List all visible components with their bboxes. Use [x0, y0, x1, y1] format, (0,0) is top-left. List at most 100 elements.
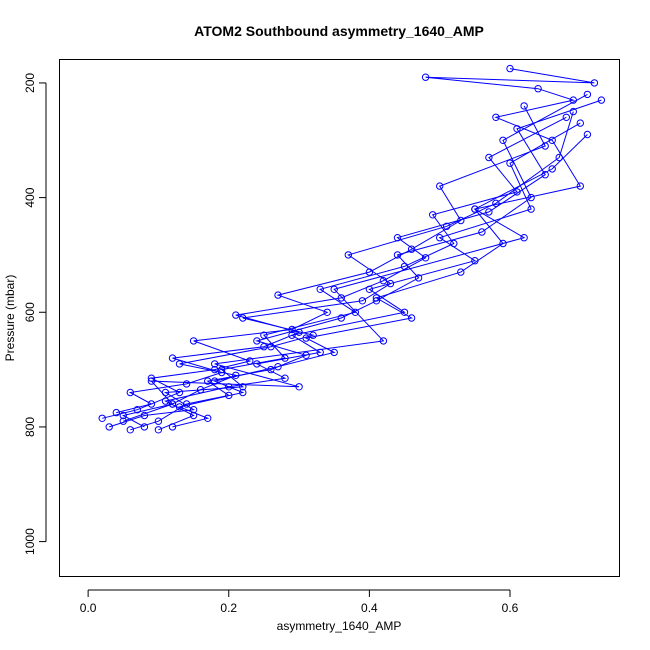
data-point: [175, 388, 184, 397]
data-point: [232, 311, 240, 319]
data-point: [421, 73, 430, 81]
series-line: [123, 68, 595, 422]
data-point: [154, 417, 163, 425]
x-tick-label: 0.2: [220, 601, 237, 615]
data-point: [372, 294, 381, 302]
data-point: [457, 268, 465, 276]
x-tick-label: 0.4: [361, 601, 378, 615]
data-point: [253, 360, 261, 368]
data-point: [344, 251, 352, 259]
x-tick-label: 0.0: [80, 601, 97, 615]
data-point: [105, 423, 113, 431]
data-point: [506, 64, 514, 73]
data-point: [175, 360, 184, 368]
data-point: [478, 228, 486, 236]
data-point: [182, 380, 191, 388]
data-point: [492, 113, 500, 122]
data-point: [576, 119, 584, 127]
data-point: [499, 239, 507, 248]
data-point: [358, 297, 367, 305]
data-point: [182, 400, 191, 408]
series-7: [168, 130, 592, 431]
y-tick-label: 400: [23, 187, 37, 207]
data-point: [295, 328, 303, 336]
series-line: [102, 105, 546, 419]
data-point: [513, 125, 521, 133]
data-point: [211, 360, 219, 368]
data-point: [98, 414, 106, 422]
data-point: [337, 314, 345, 322]
series-6: [112, 96, 606, 417]
data-point: [534, 85, 542, 93]
data-point: [309, 331, 317, 339]
data-point: [527, 193, 535, 202]
data-point: [161, 388, 170, 397]
data-point: [562, 113, 570, 122]
data-point: [485, 153, 493, 162]
plot-layer: [98, 64, 606, 434]
data-point: [443, 222, 451, 231]
data-point: [436, 182, 444, 190]
data-point: [147, 374, 156, 382]
data-point: [260, 331, 268, 339]
data-point: [527, 205, 535, 213]
data-point: [548, 136, 556, 145]
data-point: [583, 130, 592, 139]
data-point: [555, 153, 563, 162]
data-point: [471, 205, 479, 213]
data-point: [499, 136, 507, 145]
data-point: [421, 254, 430, 262]
series-3: [98, 102, 549, 422]
data-point: [154, 426, 163, 434]
series-line: [109, 116, 567, 428]
data-point: [147, 400, 156, 408]
data-point: [253, 337, 261, 345]
data-point: [274, 291, 282, 299]
data-point: [485, 208, 493, 216]
data-point: [429, 211, 437, 219]
data-point: [576, 182, 584, 190]
data-point: [407, 245, 416, 253]
data-point: [260, 343, 268, 351]
data-point: [239, 383, 247, 391]
y-tick-label: 200: [23, 73, 37, 93]
data-point: [393, 234, 402, 242]
series-line: [121, 111, 574, 428]
series-line: [172, 134, 588, 428]
data-point: [133, 406, 142, 414]
data-point: [302, 334, 310, 342]
data-point: [168, 354, 177, 362]
y-axis-label: Pressure (mbar): [3, 275, 17, 362]
data-point: [513, 188, 521, 196]
data-point: [379, 277, 388, 285]
data-point: [281, 374, 289, 382]
data-point: [407, 314, 416, 322]
plot-area: [59, 59, 620, 577]
data-point: [225, 383, 233, 391]
data-point: [506, 159, 514, 167]
data-point: [583, 90, 592, 99]
data-point: [161, 397, 170, 405]
x-axis: 0.0 0.2 0.4 0.6: [80, 589, 519, 615]
chart-title: ATOM2 Southbound asymmetry_1640_AMP: [194, 23, 484, 39]
data-point: [126, 426, 135, 434]
data-point: [239, 388, 247, 397]
data-point: [520, 234, 528, 242]
data-point: [330, 348, 338, 357]
data-point: [330, 285, 338, 293]
series-1: [105, 113, 570, 431]
data-point: [548, 165, 556, 173]
data-point: [288, 331, 296, 339]
data-point: [436, 234, 444, 242]
x-tick-label: 0.6: [502, 601, 519, 615]
y-tick-label: 600: [23, 302, 37, 322]
data-point: [204, 377, 212, 385]
y-axis: 200 400 600 800 1000: [23, 73, 47, 555]
y-tick-label: 800: [23, 417, 37, 437]
data-point: [175, 403, 184, 411]
data-point: [337, 294, 345, 302]
x-axis-label: asymmetry_1640_AMP: [277, 619, 402, 633]
data-point: [246, 357, 254, 365]
data-point: [274, 363, 282, 371]
data-point: [140, 411, 149, 420]
